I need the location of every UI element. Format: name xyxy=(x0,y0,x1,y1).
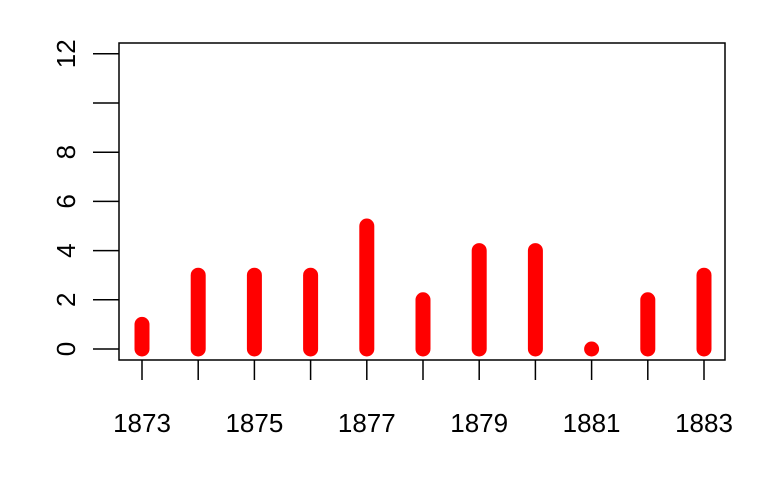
x-tick-label-1875: 1875 xyxy=(225,408,283,438)
x-tick-label-1877: 1877 xyxy=(338,408,396,438)
x-tick-label-1881: 1881 xyxy=(563,408,621,438)
y-tick-label-2: 2 xyxy=(51,293,81,307)
x-tick-label-1879: 1879 xyxy=(450,408,508,438)
x-tick-label-1873: 1873 xyxy=(113,408,171,438)
y-tick-label-8: 8 xyxy=(51,145,81,159)
y-tick-label-0: 0 xyxy=(51,342,81,356)
y-axis: 0 2 4 6 8 12 xyxy=(51,39,119,356)
y-tick-label-6: 6 xyxy=(51,194,81,208)
bars-layer xyxy=(134,218,712,357)
x-tick-label-1883: 1883 xyxy=(675,408,733,438)
y-tick-label-4: 4 xyxy=(51,243,81,257)
y-tick-label-12: 12 xyxy=(51,39,81,68)
x-axis: 1873 1875 1877 1879 1881 1883 xyxy=(113,360,733,438)
